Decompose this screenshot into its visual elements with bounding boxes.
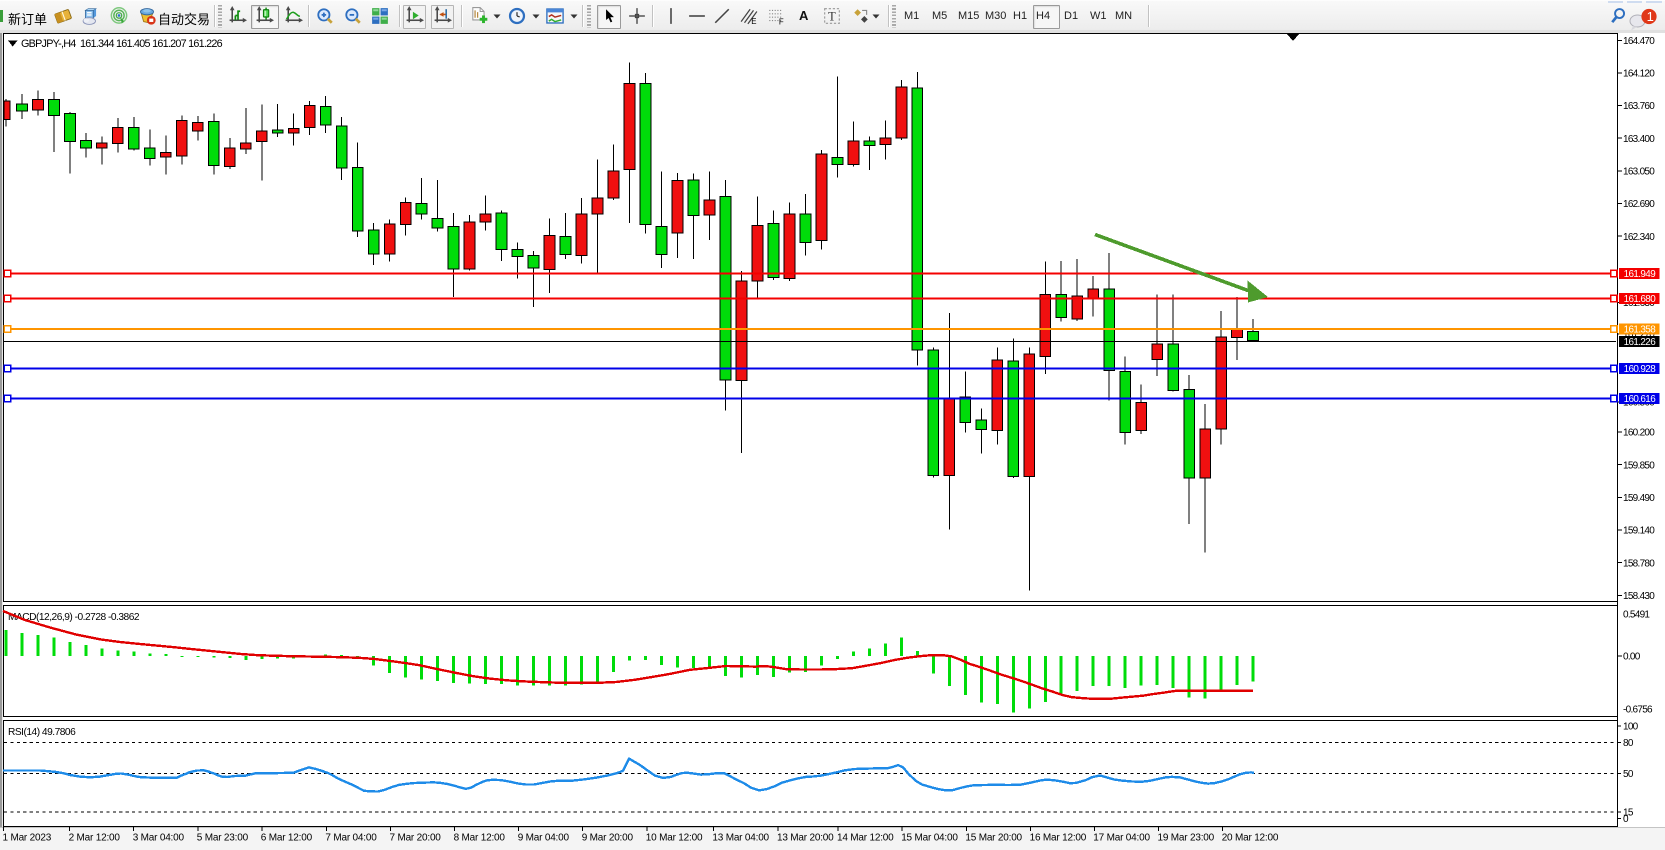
svg-text:160.200: 160.200	[1623, 428, 1655, 439]
svg-text:160.616: 160.616	[1624, 394, 1657, 405]
svg-text:15 Mar 20:00: 15 Mar 20:00	[965, 833, 1022, 844]
svg-text:0.00: 0.00	[1623, 652, 1641, 663]
svg-text:159.490: 159.490	[1623, 493, 1655, 504]
svg-text:80: 80	[1623, 738, 1634, 749]
svg-text:8 Mar 12:00: 8 Mar 12:00	[454, 833, 506, 844]
svg-text:161.680: 161.680	[1624, 294, 1657, 305]
svg-text:3 Mar 04:00: 3 Mar 04:00	[133, 833, 185, 844]
svg-text:9 Mar 20:00: 9 Mar 20:00	[582, 833, 634, 844]
svg-text:1: 1	[1647, 9, 1654, 24]
svg-text:13 Mar 20:00: 13 Mar 20:00	[777, 833, 834, 844]
svg-text:1 Mar 2023: 1 Mar 2023	[3, 833, 52, 844]
svg-text:50: 50	[1623, 769, 1634, 780]
svg-text:19 Mar 23:00: 19 Mar 23:00	[1158, 833, 1215, 844]
svg-text:T: T	[828, 10, 836, 24]
svg-text:15 Mar 04:00: 15 Mar 04:00	[901, 833, 958, 844]
svg-text:7 Mar 04:00: 7 Mar 04:00	[325, 833, 377, 844]
svg-text:9 Mar 04:00: 9 Mar 04:00	[518, 833, 570, 844]
svg-text:20 Mar 12:00: 20 Mar 12:00	[1222, 833, 1279, 844]
svg-text:100: 100	[1623, 722, 1639, 733]
svg-text:13 Mar 04:00: 13 Mar 04:00	[712, 833, 769, 844]
svg-text:E: E	[751, 17, 756, 25]
svg-text:162.340: 162.340	[1623, 232, 1655, 243]
svg-text:0.5491: 0.5491	[1623, 610, 1650, 621]
svg-text:2 Mar 12:00: 2 Mar 12:00	[69, 833, 121, 844]
svg-text:161.226: 161.226	[1624, 337, 1657, 348]
svg-text:164.470: 164.470	[1623, 36, 1655, 47]
svg-text:F: F	[779, 17, 784, 25]
svg-text:159.140: 159.140	[1623, 526, 1655, 537]
svg-text:161.949: 161.949	[1624, 269, 1657, 280]
svg-text:16 Mar 12:00: 16 Mar 12:00	[1030, 833, 1087, 844]
svg-text:161.358: 161.358	[1624, 325, 1657, 336]
svg-text:RSI(14) 49.7806: RSI(14) 49.7806	[8, 727, 76, 738]
svg-text:GBPJPY-,H4 161.344 161.405 16: GBPJPY-,H4 161.344 161.405 161.207 161.2…	[21, 38, 223, 50]
svg-text:158.430: 158.430	[1623, 591, 1655, 602]
svg-text:163.400: 163.400	[1623, 134, 1655, 145]
svg-text:7 Mar 20:00: 7 Mar 20:00	[390, 833, 442, 844]
svg-text:164.120: 164.120	[1623, 69, 1655, 80]
svg-text:161.270: 161.270	[1623, 330, 1655, 341]
svg-text:17 Mar 04:00: 17 Mar 04:00	[1093, 833, 1150, 844]
svg-text:0: 0	[1623, 814, 1629, 825]
svg-text:163.050: 163.050	[1623, 167, 1655, 178]
svg-text:162.690: 162.690	[1623, 199, 1655, 210]
svg-text:160.928: 160.928	[1624, 364, 1657, 375]
svg-text:-0.6756: -0.6756	[1623, 705, 1653, 716]
svg-text:MACD(12,26,9) -0.2728 -0.3862: MACD(12,26,9) -0.2728 -0.3862	[8, 612, 140, 623]
svg-text:159.850: 159.850	[1623, 460, 1655, 471]
svg-text:158.780: 158.780	[1623, 558, 1655, 569]
svg-text:14 Mar 12:00: 14 Mar 12:00	[837, 833, 894, 844]
svg-text:6 Mar 12:00: 6 Mar 12:00	[261, 833, 313, 844]
svg-text:10 Mar 12:00: 10 Mar 12:00	[646, 833, 703, 844]
svg-text:15: 15	[1623, 807, 1634, 818]
svg-text:5 Mar 23:00: 5 Mar 23:00	[197, 833, 249, 844]
svg-text:163.760: 163.760	[1623, 101, 1655, 112]
